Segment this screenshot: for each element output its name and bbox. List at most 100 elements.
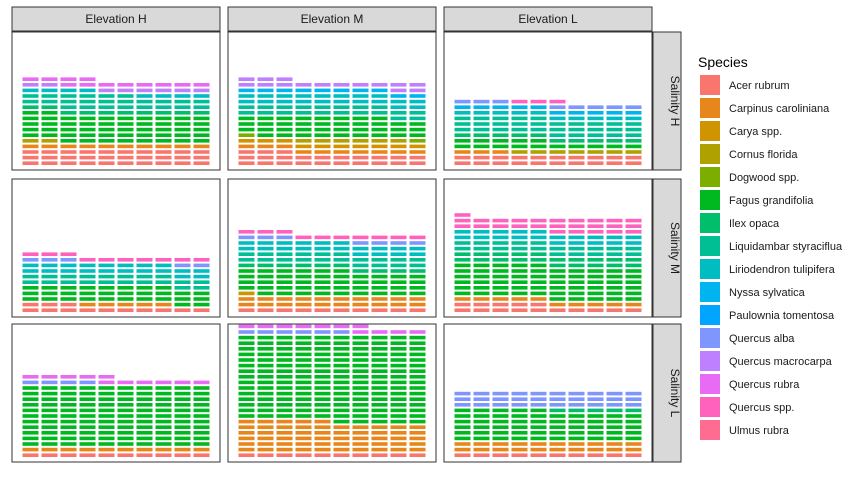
- waffle-cell-fagus-grandifolia: [409, 133, 426, 137]
- waffle-cell-fagus-grandifolia: [155, 408, 172, 413]
- waffle-cell-liriodendron-tulipifera: [295, 99, 312, 104]
- waffle-cell-quercus-spp: [549, 99, 566, 104]
- waffle-cell-carpinus-caroliniana: [473, 442, 490, 446]
- waffle-cell-liquidambar-styraciflua: [492, 127, 509, 132]
- waffle-cell-fagus-grandifolia: [314, 286, 331, 290]
- waffle-cell-acer-rubrum: [276, 161, 293, 165]
- waffle-cell-fagus-grandifolia: [117, 403, 134, 407]
- waffle-cell-fagus-grandifolia: [117, 122, 134, 126]
- waffle-cell-carpinus-caroliniana: [60, 447, 77, 452]
- waffle-cell-fagus-grandifolia: [473, 414, 490, 418]
- waffle-cell-carpinus-caroliniana: [390, 436, 407, 441]
- waffle-cell-carpinus-caroliniana: [587, 442, 604, 446]
- waffle-cell-cornus-florida: [511, 150, 528, 154]
- waffle-cell-fagus-grandifolia: [409, 403, 426, 407]
- waffle-cell-fagus-grandifolia: [625, 431, 642, 435]
- waffle-cell-fagus-grandifolia: [79, 116, 96, 121]
- waffle-cell-acer-rubrum: [492, 453, 509, 457]
- waffle-cell-fagus-grandifolia: [60, 133, 77, 137]
- waffle-cell-acer-rubrum: [155, 453, 172, 457]
- waffle-cell-acer-rubrum: [587, 155, 604, 160]
- waffle-cell-liquidambar-styraciflua: [511, 246, 528, 251]
- waffle-cell-fagus-grandifolia: [606, 425, 623, 429]
- waffle-cell-liquidambar-styraciflua: [568, 133, 585, 137]
- waffle-cell-carpinus-caroliniana: [155, 447, 172, 452]
- waffle-cell-quercus-alba: [473, 403, 490, 407]
- waffle-cell-fagus-grandifolia: [41, 414, 58, 418]
- waffle-cell-fagus-grandifolia: [606, 280, 623, 284]
- waffle-cell-liquidambar-styraciflua: [22, 274, 39, 279]
- waffle-cell-fagus-grandifolia: [530, 436, 547, 441]
- waffle-cell-fagus-grandifolia: [98, 116, 115, 121]
- waffle-cell-fagus-grandifolia: [174, 127, 191, 132]
- waffle-cell-fagus-grandifolia: [117, 442, 134, 446]
- waffle-cell-liquidambar-styraciflua: [606, 246, 623, 251]
- waffle-cell-liquidambar-styraciflua: [549, 122, 566, 126]
- waffle-cell-liriodendron-tulipifera: [333, 241, 350, 245]
- waffle-cell-fagus-grandifolia: [79, 391, 96, 396]
- waffle-cell-liquidambar-styraciflua: [625, 252, 642, 256]
- waffle-cell-liquidambar-styraciflua: [117, 280, 134, 284]
- waffle-cell-fagus-grandifolia: [473, 280, 490, 284]
- waffle-cell-fagus-grandifolia: [155, 391, 172, 396]
- legend-item-liquidambar-styraciflua: Liquidambar styraciflua: [700, 236, 843, 256]
- waffle-cell-fagus-grandifolia: [136, 442, 153, 446]
- waffle-cell-quercus-rubra: [41, 375, 58, 379]
- waffle-cell-carpinus-caroliniana: [390, 302, 407, 307]
- waffle-cell-fagus-grandifolia: [409, 286, 426, 290]
- waffle-cell-cornus-florida: [41, 139, 58, 143]
- waffle-cell-acer-rubrum: [409, 308, 426, 312]
- waffle-cell-fagus-grandifolia: [155, 436, 172, 441]
- waffle-cell-fagus-grandifolia: [257, 363, 274, 368]
- waffle-cell-liquidambar-styraciflua: [625, 133, 642, 137]
- waffle-cell-fagus-grandifolia: [98, 386, 115, 390]
- waffle-cell-acer-rubrum: [606, 308, 623, 312]
- waffle-cell-carpinus-caroliniana: [314, 431, 331, 435]
- waffle-cell-liquidambar-styraciflua: [530, 241, 547, 245]
- waffle-cell-fagus-grandifolia: [276, 414, 293, 418]
- waffle-cell-quercus-spp: [530, 99, 547, 104]
- waffle-cell-fagus-grandifolia: [41, 386, 58, 390]
- waffle-cell-acer-rubrum: [530, 453, 547, 457]
- waffle-cell-fagus-grandifolia: [174, 291, 191, 296]
- waffle-cell-nyssa-sylvatica: [371, 88, 388, 93]
- waffle-cell-fagus-grandifolia: [295, 369, 312, 373]
- waffle-cell-quercus-rubra: [60, 375, 77, 379]
- waffle-cell-liriodendron-tulipifera: [530, 230, 547, 234]
- legend-swatch: [700, 190, 720, 210]
- waffle-cell-liriodendron-tulipifera: [295, 246, 312, 251]
- waffle-cell-fagus-grandifolia: [473, 436, 490, 441]
- waffle-cell-quercus-alba: [606, 391, 623, 396]
- waffle-cell-acer-rubrum: [60, 155, 77, 160]
- waffle-cell-fagus-grandifolia: [117, 414, 134, 418]
- waffle-cell-quercus-macrocarpa: [314, 83, 331, 87]
- waffle-cell-liriodendron-tulipifera: [98, 263, 115, 268]
- waffle-cell-liquidambar-styraciflua: [390, 116, 407, 121]
- waffle-cell-liquidambar-styraciflua: [238, 258, 255, 262]
- waffle-cell-nyssa-sylvatica: [314, 88, 331, 93]
- legend-label: Carpinus caroliniana: [729, 103, 830, 115]
- waffle-cell-quercus-macrocarpa: [409, 83, 426, 87]
- waffle-cell-liriodendron-tulipifera: [492, 111, 509, 115]
- waffle-cell-fagus-grandifolia: [314, 380, 331, 385]
- waffle-cell-fagus-grandifolia: [98, 408, 115, 413]
- waffle-cell-acer-rubrum: [98, 308, 115, 312]
- waffle-cell-carpinus-caroliniana: [473, 150, 490, 154]
- waffle-cell-liriodendron-tulipifera: [371, 252, 388, 256]
- waffle-cell-fagus-grandifolia: [174, 442, 191, 446]
- waffle-cell-fagus-grandifolia: [333, 358, 350, 362]
- waffle-cell-liriodendron-tulipifera: [60, 88, 77, 93]
- waffle-cell-fagus-grandifolia: [60, 414, 77, 418]
- waffle-cell-nyssa-sylvatica: [390, 94, 407, 98]
- legend-swatch: [700, 328, 720, 348]
- waffle-cell-liriodendron-tulipifera: [549, 241, 566, 245]
- strip-salinity-m: Salinity M: [652, 178, 682, 318]
- waffle-cell-fagus-grandifolia: [371, 419, 388, 424]
- waffle-cell-fagus-grandifolia: [454, 414, 471, 418]
- waffle-cell-fagus-grandifolia: [314, 369, 331, 373]
- waffle-cell-fagus-grandifolia: [333, 397, 350, 401]
- waffle-cell-fagus-grandifolia: [511, 269, 528, 273]
- waffle-cell-fagus-grandifolia: [530, 408, 547, 413]
- waffle-cell-fagus-grandifolia: [409, 122, 426, 126]
- waffle-cell-fagus-grandifolia: [409, 386, 426, 390]
